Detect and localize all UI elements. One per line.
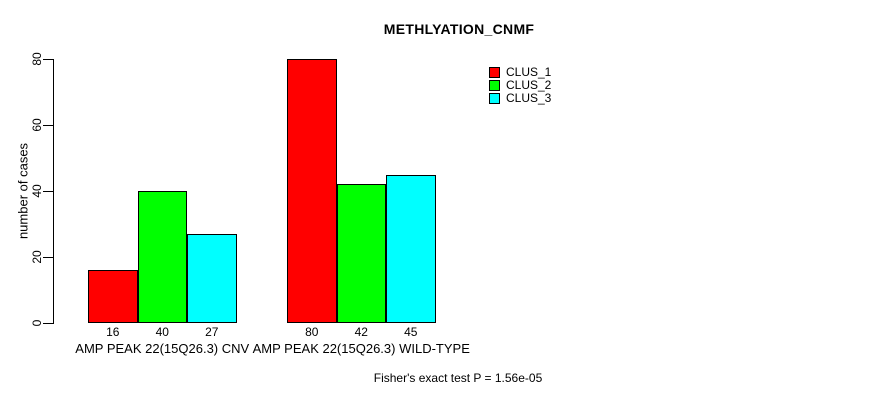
- bar-clus_1-group1: [88, 270, 138, 323]
- legend-swatch-clus_2: [489, 80, 500, 91]
- bar-clus_2-group1: [137, 191, 187, 323]
- bar-value-label: 16: [106, 325, 120, 339]
- x-category-label: AMP PEAK 22(15Q26.3) WILD-TYPE: [252, 341, 470, 356]
- y-axis-tick-label: 80: [30, 52, 44, 66]
- y-axis-tick: [43, 191, 53, 192]
- bar-value-label: 40: [155, 325, 169, 339]
- x-category-label: AMP PEAK 22(15Q26.3) CNV: [75, 341, 250, 356]
- bar-value-label: 45: [404, 325, 418, 339]
- bar-value-label: 80: [305, 325, 319, 339]
- y-axis-tick-label: 60: [30, 118, 44, 132]
- y-axis-tick: [43, 59, 53, 60]
- y-axis-tick: [43, 323, 53, 324]
- bar-clus_3-group1: [187, 233, 237, 323]
- footnote-fisher-test: Fisher's exact test P = 1.56e-05: [373, 371, 543, 385]
- y-axis-tick-label: 40: [30, 184, 44, 198]
- y-axis-tick: [43, 125, 53, 126]
- legend-swatch-clus_1: [489, 67, 500, 78]
- bar-clus_3-group2: [386, 174, 436, 323]
- bar-clus_2-group2: [336, 184, 386, 323]
- y-axis-tick: [43, 257, 53, 258]
- legend-swatch-clus_3: [489, 93, 500, 104]
- y-axis-tick-label: 20: [30, 250, 44, 264]
- legend-label-clus_3: CLUS_3: [506, 91, 552, 105]
- y-axis-line: [53, 59, 54, 324]
- bar-clus_1-group2: [287, 59, 337, 323]
- chart-title: METHLYATION_CNMF: [383, 21, 535, 37]
- bar-value-label: 27: [205, 325, 219, 339]
- y-axis-tick-label: 0: [30, 319, 44, 327]
- legend-label-clus_1: CLUS_1: [506, 65, 552, 79]
- legend-label-clus_2: CLUS_2: [506, 78, 552, 92]
- y-axis-title: number of cases: [15, 142, 31, 240]
- bar-value-label: 42: [354, 325, 368, 339]
